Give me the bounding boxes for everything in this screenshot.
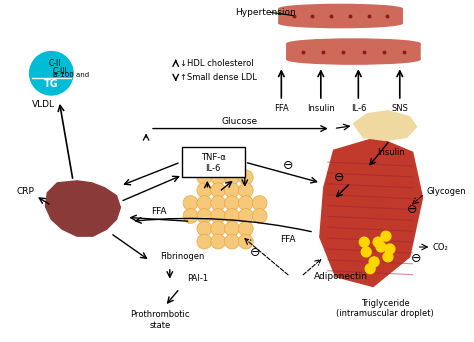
Text: ⊖: ⊖: [283, 159, 293, 172]
Circle shape: [183, 196, 198, 210]
Polygon shape: [354, 111, 417, 141]
FancyBboxPatch shape: [279, 9, 402, 23]
Circle shape: [225, 170, 239, 185]
Text: CRP: CRP: [17, 187, 35, 196]
Text: FFA: FFA: [274, 104, 289, 113]
Circle shape: [211, 183, 226, 198]
Circle shape: [197, 234, 212, 249]
Text: Glycogen: Glycogen: [427, 187, 466, 196]
FancyBboxPatch shape: [287, 44, 420, 59]
Circle shape: [238, 209, 253, 223]
Text: B-100 and: B-100 and: [53, 72, 90, 78]
Circle shape: [197, 196, 212, 210]
Text: ↓HDL cholesterol: ↓HDL cholesterol: [180, 59, 253, 68]
Ellipse shape: [279, 18, 402, 28]
Circle shape: [373, 237, 383, 247]
Ellipse shape: [287, 54, 420, 64]
Text: IL-6: IL-6: [351, 104, 366, 113]
Circle shape: [365, 264, 375, 274]
Circle shape: [29, 52, 73, 95]
Text: ↑Small dense LDL: ↑Small dense LDL: [180, 73, 256, 82]
Text: Fibrinogen: Fibrinogen: [160, 252, 204, 261]
Text: Insulin: Insulin: [377, 148, 405, 157]
FancyBboxPatch shape: [182, 147, 245, 177]
Text: TG: TG: [44, 79, 59, 89]
Text: ⊖: ⊖: [407, 203, 418, 216]
Circle shape: [238, 170, 253, 185]
Circle shape: [197, 221, 212, 236]
Circle shape: [238, 183, 253, 198]
Circle shape: [252, 209, 267, 223]
Text: ⊖: ⊖: [249, 247, 260, 260]
Circle shape: [369, 257, 379, 267]
Circle shape: [211, 234, 226, 249]
Ellipse shape: [279, 4, 402, 13]
Text: Glucose: Glucose: [222, 117, 258, 126]
Circle shape: [238, 234, 253, 249]
Text: Adiponectin: Adiponectin: [314, 272, 368, 281]
Text: Insulin: Insulin: [307, 104, 335, 113]
Circle shape: [225, 234, 239, 249]
Circle shape: [211, 209, 226, 223]
Text: Hypertension: Hypertension: [235, 8, 296, 16]
Circle shape: [211, 170, 226, 185]
Circle shape: [197, 209, 212, 223]
Circle shape: [238, 196, 253, 210]
Circle shape: [381, 231, 391, 241]
Text: TNF-α: TNF-α: [201, 153, 226, 162]
Text: Prothrombotic
state: Prothrombotic state: [130, 310, 190, 330]
Circle shape: [385, 244, 395, 254]
Circle shape: [359, 237, 369, 247]
Text: SNS: SNS: [392, 104, 408, 113]
Circle shape: [197, 170, 212, 185]
Circle shape: [238, 221, 253, 236]
Circle shape: [383, 252, 393, 262]
Text: FFA: FFA: [151, 207, 167, 216]
Circle shape: [225, 209, 239, 223]
Circle shape: [376, 242, 386, 252]
Text: C-II: C-II: [49, 59, 62, 68]
Text: VLDL: VLDL: [32, 100, 55, 109]
Circle shape: [197, 183, 212, 198]
Text: Triglyceride
(intramuscular droplet): Triglyceride (intramuscular droplet): [336, 299, 434, 318]
Text: IL-6: IL-6: [206, 163, 221, 172]
Circle shape: [211, 221, 226, 236]
Text: CO₂: CO₂: [432, 242, 448, 251]
Circle shape: [225, 183, 239, 198]
Circle shape: [183, 209, 198, 223]
Circle shape: [252, 196, 267, 210]
Polygon shape: [46, 181, 120, 236]
Circle shape: [361, 247, 371, 257]
Circle shape: [225, 221, 239, 236]
Circle shape: [211, 196, 226, 210]
Text: PAI-1: PAI-1: [188, 274, 209, 283]
Text: C-III: C-III: [53, 67, 68, 76]
Ellipse shape: [287, 39, 420, 49]
Text: FFA: FFA: [281, 235, 296, 244]
Text: ⊖: ⊖: [411, 252, 422, 265]
Polygon shape: [320, 137, 422, 287]
Text: ⊖: ⊖: [334, 171, 345, 184]
Circle shape: [225, 196, 239, 210]
